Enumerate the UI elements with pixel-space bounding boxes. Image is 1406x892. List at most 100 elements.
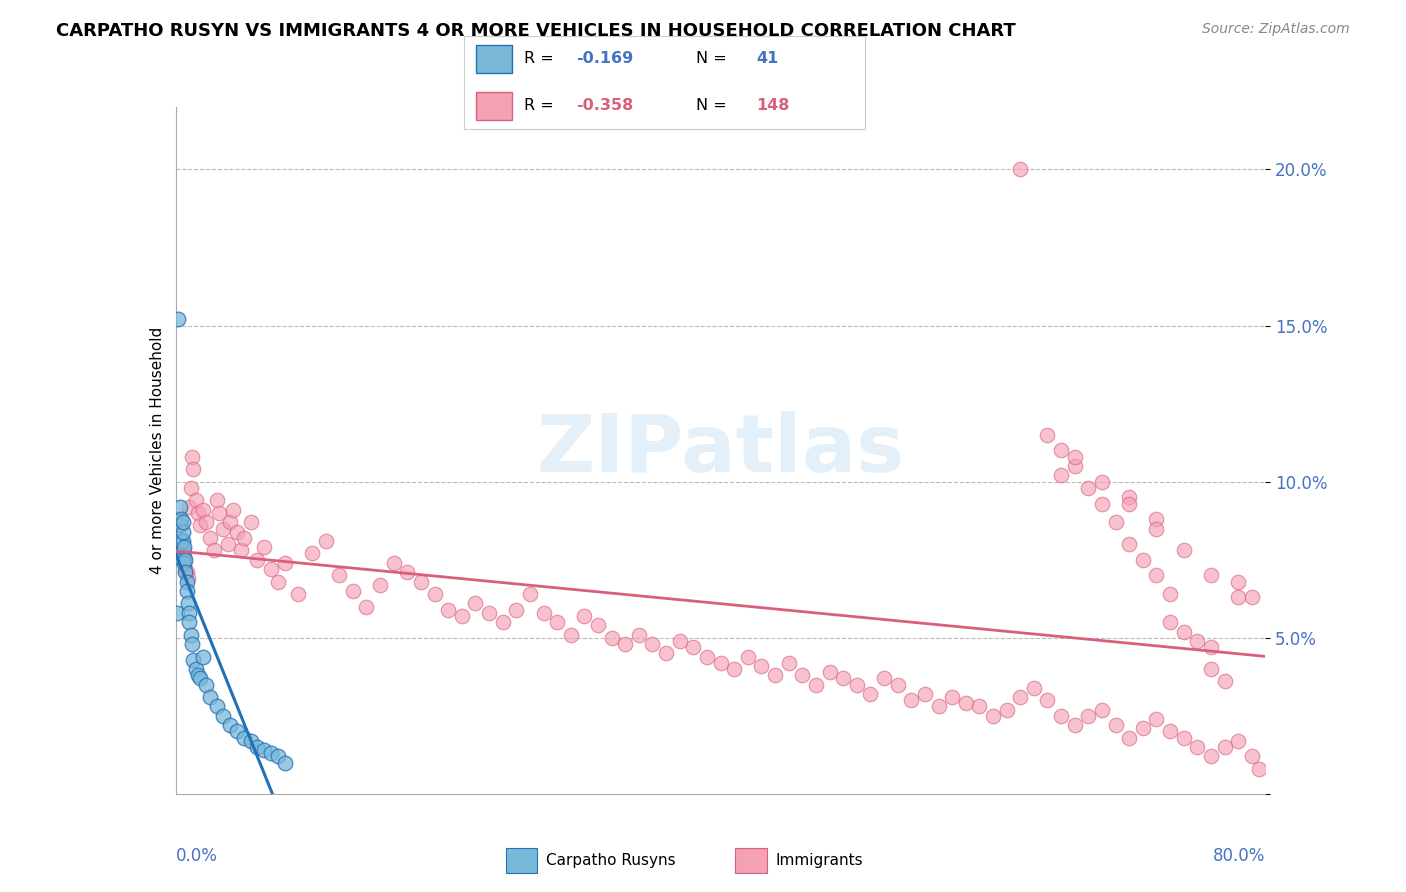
Point	[1199, 749, 1222, 764]
Point	[226, 724, 249, 739]
Text: -0.169: -0.169	[576, 51, 634, 66]
Point	[191, 502, 214, 516]
Point	[186, 668, 209, 682]
Point	[267, 749, 290, 764]
Point	[170, 531, 193, 545]
Point	[169, 500, 191, 514]
Point	[174, 552, 197, 567]
Point	[166, 549, 188, 564]
Y-axis label: 4 or more Vehicles in Household: 4 or more Vehicles in Household	[149, 326, 165, 574]
Point	[191, 649, 214, 664]
Point	[183, 462, 205, 476]
Point	[668, 633, 690, 648]
Point	[1199, 640, 1222, 655]
Point	[179, 500, 201, 514]
Point	[614, 637, 637, 651]
Text: -0.358: -0.358	[576, 98, 634, 113]
Text: R =: R =	[524, 98, 554, 113]
Text: 41: 41	[756, 51, 779, 66]
Point	[186, 662, 208, 676]
Point	[179, 606, 201, 620]
Point	[186, 506, 209, 520]
Point	[1010, 162, 1032, 177]
Point	[166, 606, 188, 620]
Text: Source: ZipAtlas.com: Source: ZipAtlas.com	[1202, 22, 1350, 37]
Point	[792, 668, 814, 682]
Point	[239, 733, 262, 747]
Point	[172, 533, 194, 548]
Point	[1240, 591, 1263, 605]
Point	[1227, 733, 1250, 747]
Point	[723, 662, 745, 676]
Text: 0.0%: 0.0%	[176, 847, 218, 865]
Point	[1063, 458, 1085, 473]
Point	[1077, 708, 1099, 723]
Point	[198, 690, 221, 705]
Point	[655, 646, 678, 660]
Text: Immigrants: Immigrants	[776, 854, 863, 868]
Point	[955, 696, 977, 710]
Point	[174, 566, 197, 580]
Point	[169, 518, 191, 533]
Point	[1173, 543, 1195, 558]
Point	[1010, 690, 1032, 705]
Point	[287, 587, 309, 601]
Point	[194, 678, 217, 692]
Point	[1144, 712, 1167, 726]
Point	[186, 493, 208, 508]
Point	[212, 521, 235, 535]
Point	[179, 615, 201, 630]
Point	[763, 668, 786, 682]
Point	[1050, 468, 1073, 483]
Point	[1144, 568, 1167, 582]
Point	[217, 537, 239, 551]
Point	[1187, 740, 1209, 755]
Point	[1159, 724, 1181, 739]
Point	[1247, 762, 1270, 776]
FancyBboxPatch shape	[477, 45, 512, 73]
Point	[627, 628, 650, 642]
Point	[1091, 475, 1114, 489]
Point	[170, 533, 193, 548]
Point	[1050, 708, 1073, 723]
Point	[492, 615, 515, 630]
Point	[696, 649, 718, 664]
Point	[1077, 481, 1099, 495]
Point	[172, 524, 194, 539]
Point	[246, 552, 269, 567]
Point	[205, 493, 228, 508]
Point	[533, 606, 555, 620]
Point	[1227, 574, 1250, 589]
Point	[181, 450, 204, 464]
Point	[1159, 615, 1181, 630]
Point	[219, 515, 242, 529]
Point	[981, 708, 1004, 723]
Point	[1104, 718, 1126, 732]
Point	[274, 556, 297, 570]
Point	[173, 549, 195, 564]
Point	[167, 312, 190, 326]
Point	[859, 687, 882, 701]
Point	[941, 690, 963, 705]
Point	[246, 740, 269, 755]
Point	[437, 603, 460, 617]
Point	[1050, 443, 1073, 458]
Point	[172, 543, 194, 558]
Point	[167, 512, 190, 526]
Point	[1132, 552, 1154, 567]
Point	[176, 574, 198, 589]
Point	[253, 540, 276, 554]
Point	[1240, 749, 1263, 764]
Point	[198, 531, 221, 545]
Point	[969, 699, 991, 714]
Point	[176, 583, 198, 598]
Text: R =: R =	[524, 51, 554, 66]
Point	[183, 653, 205, 667]
Point	[1199, 662, 1222, 676]
Point	[253, 743, 276, 757]
Point	[600, 631, 623, 645]
Point	[818, 665, 841, 680]
Point	[1063, 450, 1085, 464]
Point	[188, 671, 211, 685]
Point	[177, 596, 200, 610]
